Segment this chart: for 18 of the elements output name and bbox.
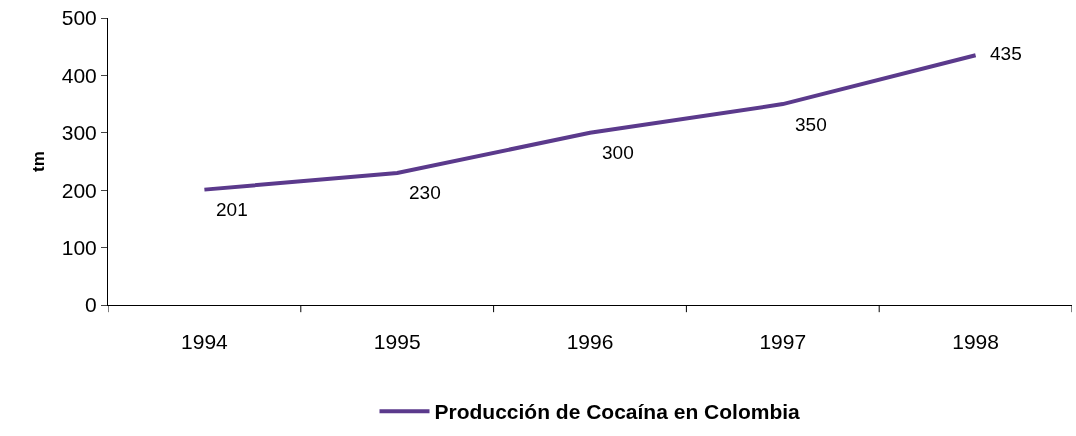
y-tick-label: 100 (61, 235, 97, 259)
y-axis-title: tm (29, 151, 49, 172)
data-label: 435 (990, 43, 1022, 64)
data-label: 230 (409, 182, 441, 203)
x-tick-label: 1998 (952, 330, 999, 354)
data-label: 201 (216, 199, 248, 220)
y-tick-label: 400 (61, 63, 97, 87)
y-tick-label: 300 (61, 121, 97, 145)
x-tick-label: 1994 (181, 330, 229, 354)
y-tick-label: 200 (61, 178, 97, 202)
data-label: 350 (795, 114, 827, 135)
data-label: 300 (602, 142, 634, 163)
y-tick-label: 500 (61, 6, 97, 30)
y-tick-label: 0 (85, 293, 97, 317)
legend-label: Producción de Cocaína en Colombia (434, 400, 801, 424)
x-tick-label: 1995 (373, 330, 421, 354)
x-tick-label: 1996 (566, 330, 614, 354)
x-tick-label: 1997 (759, 330, 807, 354)
